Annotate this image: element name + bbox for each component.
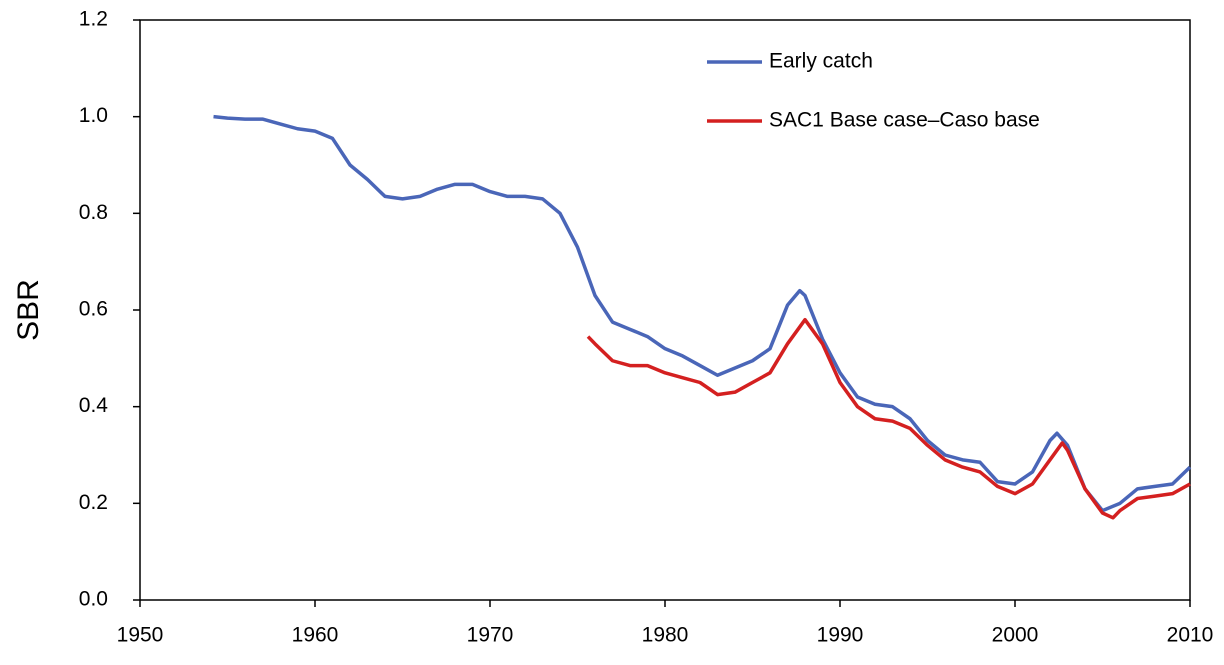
y-tick-label: 1.0 (79, 104, 108, 127)
y-tick-label: 0.0 (79, 588, 108, 611)
x-tick-label: 1950 (117, 624, 164, 647)
series-line (213, 114, 1192, 513)
y-tick-label: 0.4 (79, 394, 109, 417)
x-tick-label: 1960 (292, 624, 339, 647)
x-tick-label: 1980 (642, 624, 689, 647)
legend-label: Early catch (769, 50, 873, 73)
legend-label: SAC1 Base case–Caso base (769, 109, 1040, 132)
x-tick-label: 2000 (992, 624, 1039, 647)
y-tick-label: 0.2 (79, 491, 108, 514)
y-tick-label: 1.2 (79, 8, 108, 31)
x-tick-label: 1970 (467, 624, 514, 647)
y-tick-label: 0.8 (79, 201, 108, 224)
y-tick-label: 0.6 (79, 298, 108, 321)
x-tick-label: 1990 (817, 624, 864, 647)
series-line (586, 317, 1191, 520)
y-axis-label: SBR (12, 279, 45, 341)
plot-frame (139, 19, 1191, 601)
x-tick-label: 2010 (1167, 624, 1214, 647)
